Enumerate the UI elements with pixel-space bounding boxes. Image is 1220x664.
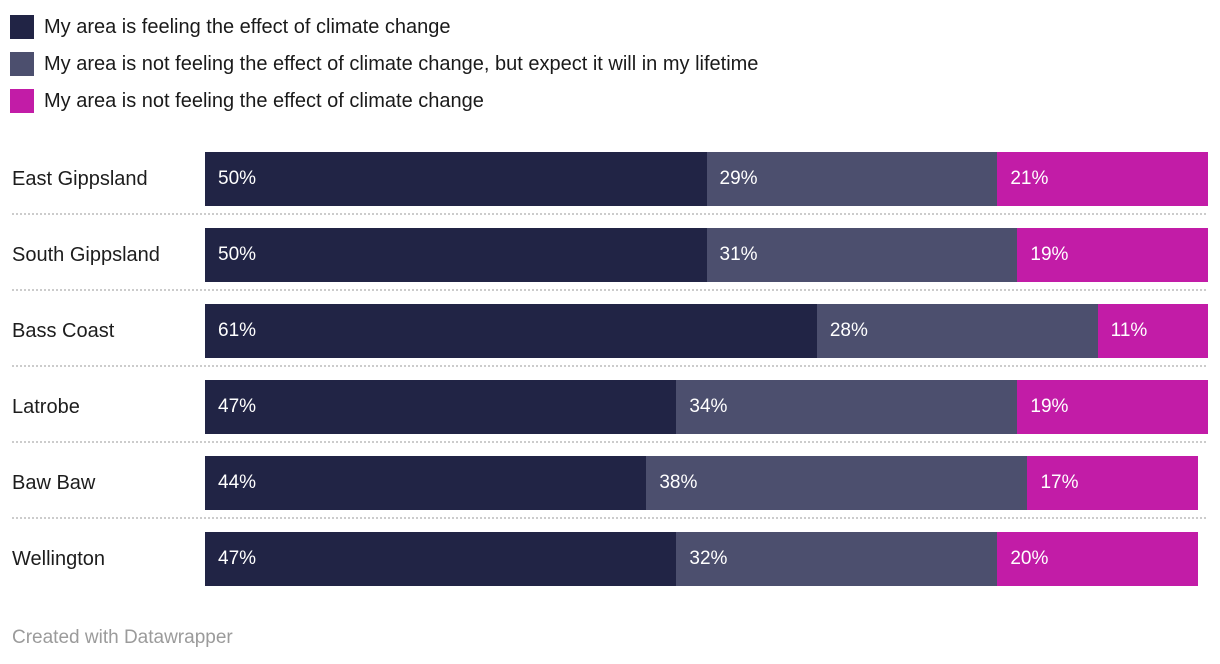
bar-segment: 31% bbox=[706, 228, 1018, 282]
bar-segment: 47% bbox=[205, 532, 677, 586]
bar-value-label: 31% bbox=[719, 244, 758, 265]
legend-label: My area is not feeling the effect of cli… bbox=[44, 90, 484, 112]
bar-value-label: 61% bbox=[218, 320, 257, 341]
bar-value-label: 38% bbox=[659, 472, 698, 493]
chart-row: Wellington 47% 32% 20% bbox=[0, 521, 1220, 597]
legend-label: My area is feeling the effect of climate… bbox=[44, 16, 451, 38]
bar-value-label: 11% bbox=[1110, 320, 1148, 341]
bar-segment: 32% bbox=[676, 532, 998, 586]
legend-label: My area is not feeling the effect of cli… bbox=[44, 53, 759, 75]
bar-segment: 50% bbox=[205, 152, 707, 206]
stacked-bar-chart: East Gippsland 50% 29% 21% South Gippsland 50… bbox=[0, 141, 1220, 597]
bar-segment: 50% bbox=[205, 228, 707, 282]
stacked-bar: 44% 38% 17% bbox=[205, 456, 1208, 510]
bar-segment: 19% bbox=[1017, 228, 1208, 282]
bar-value-label: 21% bbox=[1010, 168, 1049, 189]
chart-row: East Gippsland 50% 29% 21% bbox=[0, 141, 1220, 217]
stacked-bar: 61% 28% 11% bbox=[205, 304, 1208, 358]
bar-value-label: 50% bbox=[218, 244, 257, 265]
bar-value-label: 32% bbox=[689, 548, 728, 569]
bar-value-label: 17% bbox=[1040, 472, 1079, 493]
bar-segment: 11% bbox=[1097, 304, 1208, 358]
legend-item: My area is not feeling the effect of cli… bbox=[10, 52, 1208, 76]
row-label: Wellington bbox=[12, 547, 106, 570]
stacked-bar: 50% 29% 21% bbox=[205, 152, 1208, 206]
legend: My area is feeling the effect of climate… bbox=[0, 0, 1220, 113]
stacked-bar: 50% 31% 19% bbox=[205, 228, 1208, 282]
bar-value-label: 28% bbox=[829, 320, 868, 341]
bar-value-label: 34% bbox=[689, 396, 728, 417]
bar-value-label: 19% bbox=[1030, 396, 1069, 417]
datawrapper-attribution-link[interactable]: Created with Datawrapper bbox=[12, 627, 233, 648]
bar-segment: 20% bbox=[997, 532, 1198, 586]
row-label: Latrobe bbox=[12, 395, 80, 418]
row-label: Bass Coast bbox=[12, 319, 115, 342]
bar-value-label: 19% bbox=[1030, 244, 1069, 265]
chart-row: Bass Coast 61% 28% 11% bbox=[0, 293, 1220, 369]
bar-segment: 38% bbox=[646, 456, 1028, 510]
legend-item: My area is feeling the effect of climate… bbox=[10, 15, 1208, 39]
chart-row: Latrobe 47% 34% 19% bbox=[0, 369, 1220, 445]
bar-value-label: 47% bbox=[218, 548, 257, 569]
stacked-bar: 47% 32% 20% bbox=[205, 532, 1208, 586]
bar-value-label: 29% bbox=[719, 168, 758, 189]
bar-value-label: 47% bbox=[218, 396, 257, 417]
bar-segment: 21% bbox=[997, 152, 1208, 206]
bar-segment: 47% bbox=[205, 380, 677, 434]
row-label: Baw Baw bbox=[12, 471, 96, 494]
stacked-bar: 47% 34% 19% bbox=[205, 380, 1208, 434]
bar-value-label: 50% bbox=[218, 168, 257, 189]
chart-row: Baw Baw 44% 38% 17% bbox=[0, 445, 1220, 521]
bar-segment: 61% bbox=[205, 304, 817, 358]
legend-swatch bbox=[10, 89, 34, 113]
bar-segment: 28% bbox=[816, 304, 1098, 358]
bar-value-label: 20% bbox=[1010, 548, 1049, 569]
chart-row: South Gippsland 50% 31% 19% bbox=[0, 217, 1220, 293]
bar-segment: 17% bbox=[1027, 456, 1198, 510]
legend-item: My area is not feeling the effect of cli… bbox=[10, 89, 1208, 113]
legend-swatch bbox=[10, 15, 34, 39]
bar-segment: 44% bbox=[205, 456, 647, 510]
legend-swatch bbox=[10, 52, 34, 76]
row-label: South Gippsland bbox=[12, 243, 160, 266]
row-label: East Gippsland bbox=[12, 167, 148, 190]
bar-value-label: 44% bbox=[218, 472, 257, 493]
bar-segment: 34% bbox=[676, 380, 1018, 434]
bar-segment: 19% bbox=[1017, 380, 1208, 434]
bar-segment: 29% bbox=[706, 152, 998, 206]
